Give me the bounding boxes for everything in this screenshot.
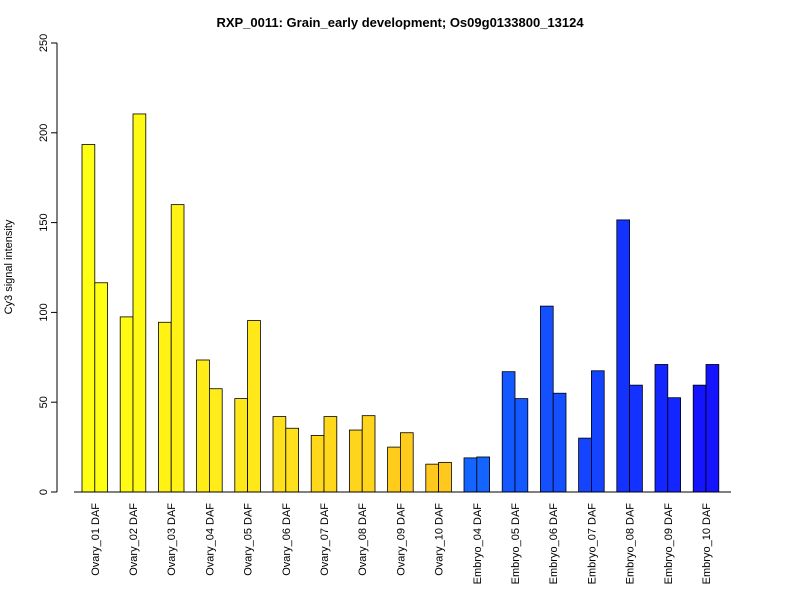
x-tick-label: Ovary_02 DAF <box>128 503 140 576</box>
x-tick-label: Ovary_09 DAF <box>395 503 407 576</box>
bar <box>476 456 490 493</box>
x-tick-label: Ovary_10 DAF <box>434 503 446 576</box>
bar <box>348 429 363 493</box>
x-tick-label: Embryo_06 DAF <box>548 503 560 585</box>
bar <box>438 461 452 493</box>
x-tick-label: Ovary_07 DAF <box>319 503 331 576</box>
x-tick-label: Embryo_10 DAF <box>701 503 713 585</box>
bar <box>705 364 720 493</box>
y-tick-label: 200 <box>38 124 50 142</box>
bar <box>247 320 261 493</box>
y-axis: 0 50 100 150 200 250 <box>38 34 58 495</box>
y-tick-label: 100 <box>38 303 50 321</box>
bar <box>157 321 172 493</box>
bar <box>616 219 630 493</box>
x-tick-label: Embryo_04 DAF <box>472 503 484 585</box>
bar <box>667 397 681 493</box>
bar <box>692 384 707 493</box>
bar <box>234 398 249 493</box>
bar <box>387 446 401 493</box>
x-tick-label: Ovary_06 DAF <box>281 503 293 576</box>
bar <box>361 415 376 493</box>
bar <box>578 437 592 493</box>
bar <box>272 416 287 493</box>
bar <box>463 457 478 493</box>
bar <box>629 384 643 493</box>
x-tick-label: Embryo_08 DAF <box>625 503 637 585</box>
bar <box>310 435 325 493</box>
bar <box>399 432 414 493</box>
x-tick-label: Ovary_08 DAF <box>357 503 369 576</box>
bar <box>94 282 109 493</box>
x-tick-label: Ovary_01 DAF <box>90 503 102 576</box>
bar <box>501 371 516 493</box>
bar <box>196 359 210 493</box>
bar <box>119 316 134 493</box>
y-tick-label: 50 <box>38 396 50 408</box>
bar <box>514 398 529 493</box>
x-tick-label: Embryo_05 DAF <box>510 503 522 585</box>
x-tick-label: Ovary_03 DAF <box>166 503 178 576</box>
bar <box>540 305 554 493</box>
y-tick-label: 150 <box>38 213 50 231</box>
bar <box>208 388 223 493</box>
bar <box>170 204 185 493</box>
bar <box>654 364 669 493</box>
y-tick-label: 250 <box>38 34 50 52</box>
x-tick-label: Ovary_04 DAF <box>204 503 216 576</box>
bar <box>81 144 96 493</box>
bar <box>132 113 147 493</box>
x-tick-label: Embryo_07 DAF <box>586 503 598 585</box>
chart-title: RXP_0011: Grain_early development; Os09g… <box>216 15 584 30</box>
bar <box>425 463 439 493</box>
y-axis-label: Cy3 signal intensity <box>3 219 15 314</box>
bar <box>285 427 299 493</box>
x-tick-label: Ovary_05 DAF <box>243 503 255 576</box>
category-labels: Ovary_01 DAF Ovary_02 DAF Ovary_03 DAF Ovar… <box>90 503 713 585</box>
bars-group <box>81 113 720 493</box>
bar <box>591 370 605 493</box>
y-tick-label: 0 <box>38 489 50 495</box>
bar <box>323 416 338 493</box>
x-tick-label: Embryo_09 DAF <box>663 503 675 585</box>
bar <box>552 392 567 493</box>
